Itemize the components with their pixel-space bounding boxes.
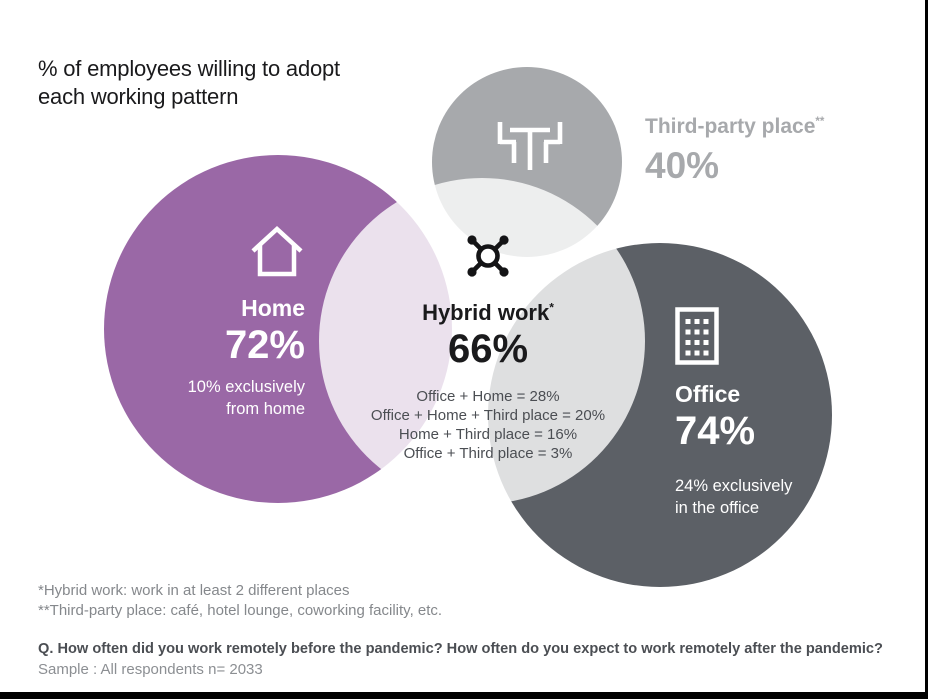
hybrid-overlap-list: Office + Home = 28% Office + Home + Thir… [371,387,605,463]
survey-sample: Sample : All respondents n= 2033 [38,661,263,678]
home-note-line2: from home [226,400,305,419]
office-value: 74% [675,409,756,454]
office-group: Office 74% 24% exclusively in the office [675,307,850,520]
chart-title: % of employees willing to adopt each wor… [38,55,340,111]
footnote-hybrid: *Hybrid work: work in at least 2 differe… [38,582,350,599]
footnote-third-party: **Third-party place: café, hotel lounge,… [38,601,443,619]
third-party-value: 40% [645,145,720,186]
meeting-table-icon [497,122,563,170]
overlap-home-third: Home + Third place = 16% [398,426,578,444]
hybrid-group: Hybrid work* 66% Office + Home = 28% Off… [338,232,638,463]
office-note-line2: in the office [675,499,760,518]
frame-border-right [925,0,928,699]
third-party-icon-wrap [495,120,565,177]
home-note-line1: 10% exclusively [187,378,305,397]
hybrid-label-text: Hybrid work [422,300,550,325]
footnotes: *Hybrid work: work in at least 2 differe… [38,581,442,620]
overlap-office-third: Office + Third place = 3% [403,445,573,463]
hybrid-footnote-marker: * [549,300,554,315]
overlap-office-home: Office + Home = 28% [416,388,560,406]
chart-title-line2: each working pattern [38,84,239,109]
third-party-label-text: Third-party place [645,115,816,138]
third-party-label: Third-party place** [645,114,824,140]
hybrid-overlay-circle [319,178,645,504]
office-note-line1: 24% exclusively [675,477,793,496]
chart-title-line1: % of employees willing to adopt [38,56,340,81]
home-group: Home 72% 10% exclusively from home [150,219,305,421]
survey-question: Q. How often did you work remotely befor… [38,641,883,657]
network-hub-icon [467,235,509,277]
office-note: 24% exclusively in the office [675,476,792,520]
overlap-office-home-third: Office + Home + Third place = 20% [370,407,606,425]
home-note: 10% exclusively from home [188,377,305,421]
home-label: Home [241,295,305,321]
house-icon [251,225,303,277]
office-building-icon [675,307,719,365]
office-label: Office [675,381,741,407]
third-party-group: Third-party place** 40% [645,114,824,184]
third-party-footnote-marker: ** [815,116,825,128]
hybrid-label: Hybrid work* [422,300,554,325]
hybrid-value: 66% [447,327,529,372]
frame-border-bottom [0,692,928,699]
home-value: 72% [224,323,305,368]
